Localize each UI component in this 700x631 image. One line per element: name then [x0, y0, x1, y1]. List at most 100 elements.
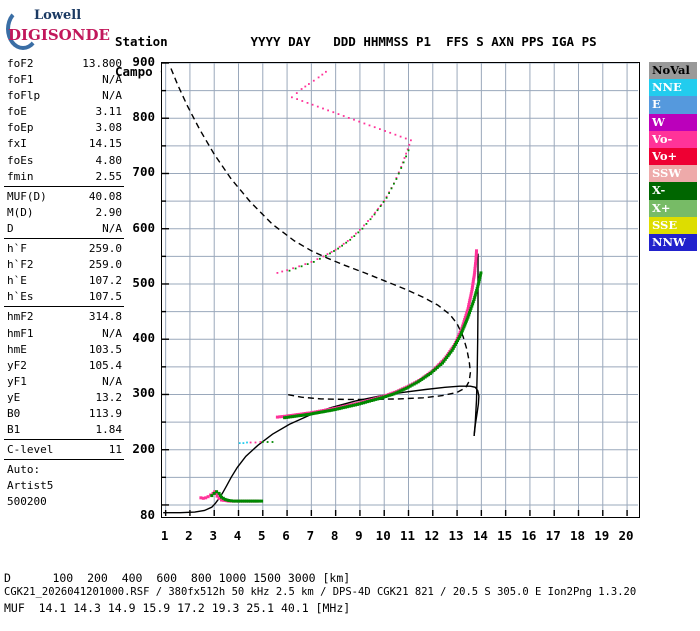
param-value: N/A [102, 73, 122, 87]
logo-brand-bottom: DIGISONDE [8, 26, 110, 44]
ionogram-plot[interactable] [161, 62, 640, 518]
param-key: B1 [7, 423, 21, 437]
x-axis-tick-label: 5 [258, 528, 266, 543]
x-axis-tick-label: 11 [399, 528, 416, 543]
param-row: M(D) 2.90 [4, 205, 124, 221]
legend-item-nnw[interactable]: NNW [649, 233, 697, 252]
param-key: foEp [7, 121, 34, 135]
x-axis-tick-label: 9 [355, 528, 363, 543]
param-divider-3 [4, 306, 124, 308]
x-axis-tick-label: 7 [306, 528, 315, 543]
param-row: h`Es 107.5 [4, 289, 124, 305]
footer-distance-row: D 100 200 400 600 800 1000 1500 3000 [km… [4, 571, 351, 585]
logo-brand-top: Lowell [34, 8, 82, 23]
logo-arc-icon [6, 8, 40, 50]
param-row: fmin 2.55 [4, 169, 124, 185]
y-axis-tick-label: 80 [139, 507, 155, 522]
param-key: h`F2 [7, 258, 34, 272]
param-key: hmE [7, 342, 27, 356]
legend-item-noval[interactable]: NoVal [649, 62, 697, 80]
param-key: hmF2 [7, 310, 34, 324]
param-row: foEs 4.80 [4, 153, 124, 169]
param-group-frequencies: foF2 13.800 foF1 N/A foFlp N/A foE 3.11 foEp 3.08… [4, 56, 124, 185]
param-row: hmF2 314.8 [4, 309, 124, 325]
param-row: yE 13.2 [4, 390, 124, 406]
legend-item-w[interactable]: W [649, 113, 697, 131]
y-axis-tick-label: 800 [132, 109, 155, 125]
x-axis-tick-label: 1 [160, 528, 169, 543]
ionogram-canvas [162, 63, 638, 516]
param-value: 259.0 [88, 242, 122, 256]
legend-item-e[interactable]: E [649, 96, 697, 114]
param-key: yF1 [7, 374, 27, 388]
param-value: 314.8 [88, 310, 122, 324]
param-key: C-level [7, 443, 54, 457]
param-row: MUF(D) 40.08 [4, 189, 124, 205]
x-axis-tick-label: 3 [209, 528, 217, 543]
x-axis-tick-label: 4 [233, 528, 242, 543]
chart-curve [170, 68, 472, 401]
param-value: 1.84 [95, 423, 123, 437]
chart-series [249, 441, 262, 444]
param-key: foEs [7, 153, 34, 167]
param-divider-2 [4, 238, 124, 240]
param-row: B1 1.84 [4, 422, 124, 438]
param-value: 2.90 [95, 205, 123, 219]
param-key: h`F [7, 242, 27, 256]
x-axis-tick-label: 12 [424, 528, 440, 543]
param-divider-4 [4, 439, 124, 441]
param-key: D [7, 221, 14, 235]
param-key: foF2 [7, 57, 34, 70]
x-axis-tick-label: 8 [330, 528, 339, 543]
param-divider-5 [4, 459, 124, 461]
y-axis-tick-label: 200 [132, 440, 155, 456]
param-row: h`F 259.0 [4, 241, 124, 257]
param-value: 13.800 [82, 57, 122, 70]
param-row: foFlp N/A [4, 88, 124, 104]
param-value: N/A [102, 374, 122, 388]
chart-series [210, 490, 264, 503]
y-axis-tick-label: 400 [132, 330, 155, 346]
station-header-labels: Station YYYY DAY DDD HHMMSS P1 FFS S AXN… [115, 34, 597, 49]
x-axis-tick-label: 18 [569, 528, 586, 543]
y-axis-tick-label: 300 [132, 385, 155, 401]
legend-item-x-[interactable]: X- [649, 182, 697, 200]
param-row: hmE 103.5 [4, 342, 124, 358]
chart-series [261, 441, 274, 443]
param-key: foF1 [7, 73, 34, 87]
param-row: hmF1 N/A [4, 326, 124, 342]
param-group-auto: Auto: Artist5 500200 [4, 462, 124, 510]
param-auto-line: 500200 [7, 495, 47, 509]
param-row: foEp 3.08 [4, 120, 124, 136]
param-row: yF2 105.4 [4, 358, 124, 374]
chart-series [276, 70, 412, 274]
param-value: N/A [102, 89, 122, 103]
param-value: 14.15 [88, 137, 122, 151]
chart-series [288, 149, 410, 272]
param-row: yF1 N/A [4, 374, 124, 390]
legend-item-x-[interactable]: X+ [649, 199, 697, 217]
param-row: B0 113.9 [4, 406, 124, 422]
x-axis-tick-label: 13 [448, 528, 464, 543]
legend-item-sse[interactable]: SSE [649, 216, 697, 234]
x-axis-tick-label: 17 [545, 528, 561, 543]
param-key: M(D) [7, 205, 34, 219]
param-auto-line: Artist5 [7, 479, 54, 493]
legend-item-ssw[interactable]: SSW [649, 165, 697, 183]
y-axis-tick-label: 500 [132, 274, 155, 290]
x-axis-tick-label: 15 [497, 528, 513, 543]
param-value: N/A [102, 326, 122, 340]
legend-item-nne[interactable]: NNE [649, 79, 697, 97]
y-axis-tick-label: 900 [132, 54, 155, 69]
legend-item-vo-[interactable]: Vo+ [649, 147, 697, 166]
source-file-info: CGK21_2026041201000.RSF / 380fx512h 50 k… [4, 586, 637, 598]
param-row: h`E 107.2 [4, 273, 124, 289]
param-value: 11 [108, 443, 122, 457]
param-row: foF1 N/A [4, 72, 124, 88]
param-key: fmin [7, 169, 34, 183]
param-key: hmF1 [7, 326, 34, 340]
param-key: foFlp [7, 89, 41, 103]
x-axis-tick-label: 10 [375, 528, 391, 543]
param-key: yE [7, 390, 21, 404]
legend-item-vo-[interactable]: Vo- [649, 130, 697, 148]
